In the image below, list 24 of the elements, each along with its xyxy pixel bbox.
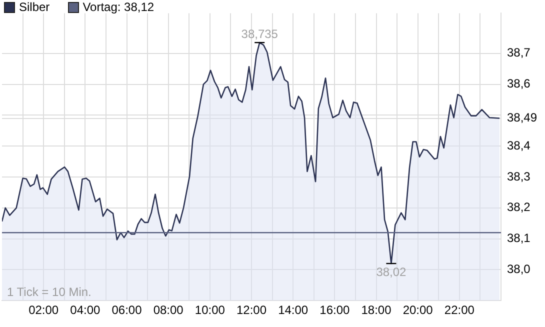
y-tick-label: 38,0 [507, 262, 531, 276]
y-tick-label: 38,4 [507, 138, 531, 152]
y-tick-label: 38,2 [507, 200, 531, 214]
x-tick-label: 20:00 [402, 303, 434, 318]
x-tick-label: 04:00 [70, 303, 101, 318]
x-tick-label: 14:00 [278, 303, 308, 318]
y-tick-label: 38,1 [507, 231, 531, 246]
y-tick-label: 38,6 [507, 76, 531, 91]
legend-label: Vortag: 38,12 [82, 0, 154, 14]
y-tick-label: 38,7 [507, 46, 531, 60]
annotation: 1 Tick = 10 Min. [7, 284, 92, 299]
x-tick-label: 08:00 [153, 303, 184, 318]
annotation: 38,735 [241, 26, 278, 41]
x-tick-label: 18:00 [361, 303, 392, 318]
y-tick-label: 38,49 [507, 110, 538, 125]
annotation: 38,02 [376, 264, 407, 279]
y-tick-label: 38,3 [507, 169, 531, 184]
x-tick-label: 02:00 [28, 303, 59, 318]
x-tick-label: 16:00 [320, 303, 350, 318]
x-tick-label: 10:00 [194, 303, 226, 318]
x-tick-label: 22:00 [444, 303, 475, 318]
x-tick-label: 12:00 [236, 303, 267, 318]
legend-label: Silber [19, 0, 50, 14]
x-tick-label: 06:00 [112, 303, 142, 318]
